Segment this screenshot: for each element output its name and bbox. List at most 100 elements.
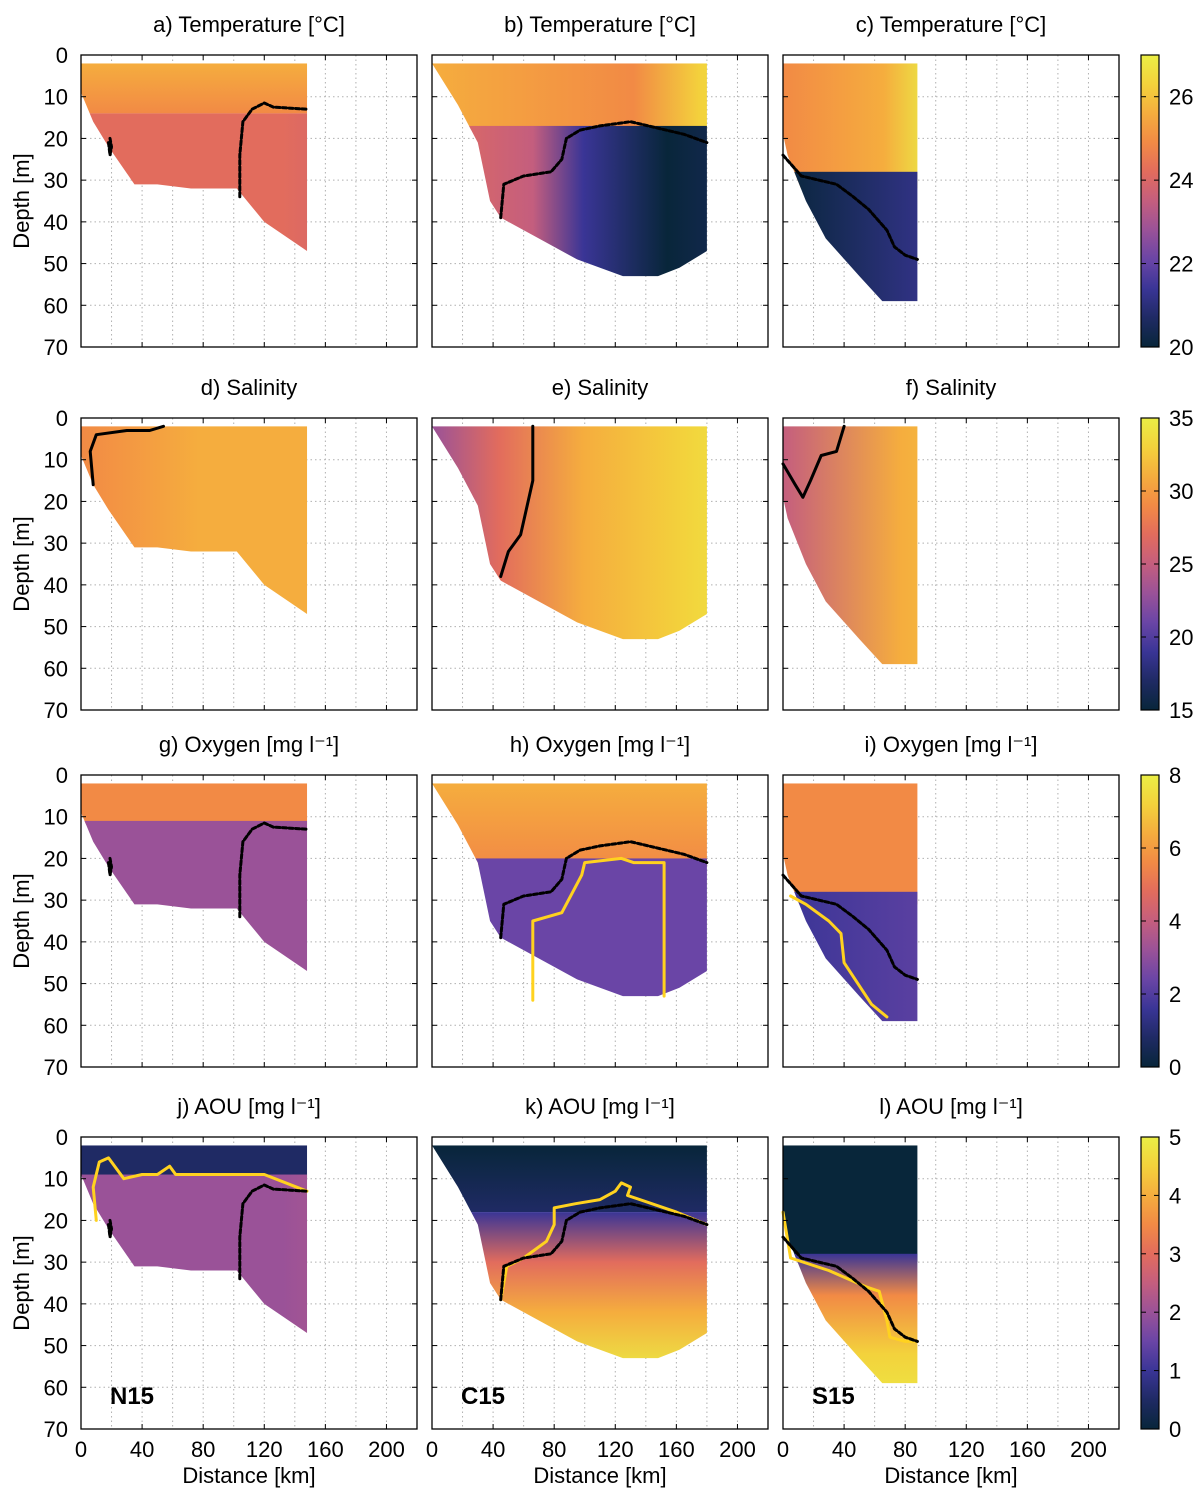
contour-black bbox=[781, 873, 919, 981]
panel-e: e) Salinity bbox=[431, 375, 769, 711]
panel-title: f) Salinity bbox=[906, 375, 996, 400]
depth-tick-label: 60 bbox=[44, 293, 68, 318]
depth-tick-label: 40 bbox=[44, 1292, 68, 1317]
depth-tick-label: 50 bbox=[44, 972, 68, 997]
panel-d: d) Salinity 0 10 20 30 40 50 60 70 Depth [m] bbox=[9, 375, 418, 723]
depth-tick-label: 60 bbox=[44, 656, 68, 681]
panel-title: c) Temperature [°C] bbox=[856, 12, 1047, 37]
depth-tick-label: 10 bbox=[44, 1167, 68, 1192]
field-j bbox=[81, 1145, 308, 1334]
panel-title: e) Salinity bbox=[552, 375, 649, 400]
colorbar-tick-label: 2 bbox=[1169, 1300, 1181, 1325]
field-d bbox=[81, 426, 308, 615]
colorbar-4: 0 1 2 3 4 5 bbox=[1140, 1125, 1181, 1442]
axes-box bbox=[80, 54, 418, 348]
depth-tick-label: 40 bbox=[44, 930, 68, 955]
distance-tick-label: 160 bbox=[1009, 1437, 1046, 1462]
contour-yellow bbox=[91, 1156, 309, 1222]
panel-i: i) Oxygen [mg l⁻¹] bbox=[781, 732, 1120, 1068]
depth-tick-label: 0 bbox=[56, 43, 68, 68]
colorbar-tick-label: 3 bbox=[1169, 1242, 1181, 1267]
panel-j: j) AOU [mg l⁻¹] 0 10 20 30 40 50 60 70 Depth [m] 0… bbox=[9, 1094, 418, 1488]
contour-black bbox=[238, 1183, 309, 1281]
depth-tick-label: 30 bbox=[44, 531, 68, 556]
field-c bbox=[783, 63, 918, 302]
colorbar-tick-label: 1 bbox=[1169, 1359, 1181, 1384]
contour-black bbox=[238, 821, 309, 919]
contour-yellow bbox=[499, 1181, 709, 1302]
distance-tick-label: 40 bbox=[130, 1437, 154, 1462]
depth-axis-label: Depth [m] bbox=[9, 1235, 34, 1330]
contour-black bbox=[238, 101, 309, 199]
depth-tick-label: 60 bbox=[44, 1375, 68, 1400]
axes-box bbox=[431, 774, 769, 1068]
distance-tick-label: 200 bbox=[1070, 1437, 1107, 1462]
depth-tick-label: 70 bbox=[44, 698, 68, 723]
distance-axis-label: Distance [km] bbox=[533, 1463, 666, 1488]
station-label: C15 bbox=[461, 1383, 505, 1410]
depth-tick-label: 20 bbox=[44, 846, 68, 871]
contour-black bbox=[107, 136, 113, 157]
depth-tick-label: 50 bbox=[44, 615, 68, 640]
contour-black bbox=[499, 840, 709, 940]
colorbar-tick-label: 20 bbox=[1169, 335, 1193, 360]
panel-b: b) Temperature [°C] bbox=[431, 12, 769, 348]
distance-tick-label: 160 bbox=[307, 1437, 344, 1462]
depth-tick-label: 70 bbox=[44, 335, 68, 360]
depth-axis-label: Depth [m] bbox=[9, 873, 34, 968]
field-band bbox=[81, 426, 308, 615]
distance-tick-label: 160 bbox=[658, 1437, 695, 1462]
field-band bbox=[81, 63, 308, 114]
field-band bbox=[432, 426, 707, 640]
contour-black bbox=[499, 424, 535, 578]
contour-black bbox=[781, 153, 919, 261]
depth-tick-label: 20 bbox=[44, 489, 68, 514]
panel-f: f) Salinity bbox=[781, 375, 1120, 711]
axes-box bbox=[782, 54, 1120, 348]
colorbar-tick-label: 25 bbox=[1169, 552, 1193, 577]
field-band bbox=[783, 63, 918, 189]
depth-tick-label: 70 bbox=[44, 1417, 68, 1442]
depth-tick-label: 10 bbox=[44, 85, 68, 110]
field-band bbox=[432, 783, 707, 867]
panel-c: c) Temperature [°C] bbox=[781, 12, 1120, 348]
panel-g: g) Oxygen [mg l⁻¹] 0 10 20 30 40 50 60 70 Depth [… bbox=[9, 732, 418, 1080]
panel-title: b) Temperature [°C] bbox=[504, 12, 696, 37]
axes-box bbox=[80, 774, 418, 1068]
colorbar-tick-label: 30 bbox=[1169, 479, 1193, 504]
field-band bbox=[81, 1174, 308, 1334]
field-band bbox=[432, 1212, 707, 1359]
colorbar-fill bbox=[1140, 1136, 1160, 1430]
distance-tick-label: 0 bbox=[426, 1437, 438, 1462]
colorbar-tick-label: 5 bbox=[1169, 1125, 1181, 1150]
colorbar-tick-label: 4 bbox=[1169, 1183, 1181, 1208]
depth-tick-label: 10 bbox=[44, 805, 68, 830]
distance-tick-label: 120 bbox=[246, 1437, 283, 1462]
distance-tick-label: 200 bbox=[368, 1437, 405, 1462]
depth-tick-label: 20 bbox=[44, 1208, 68, 1233]
axes-box bbox=[431, 54, 769, 348]
distance-tick-label: 0 bbox=[777, 1437, 789, 1462]
colorbar-tick-label: 26 bbox=[1169, 85, 1193, 110]
contour-yellow bbox=[781, 1210, 919, 1343]
colorbar-tick-label: 2 bbox=[1169, 982, 1181, 1007]
contour-black bbox=[781, 424, 846, 499]
depth-tick-label: 40 bbox=[44, 573, 68, 598]
depth-tick-label: 70 bbox=[44, 1055, 68, 1080]
field-f bbox=[783, 426, 918, 665]
depth-tick-label: 30 bbox=[44, 168, 68, 193]
distance-tick-label: 40 bbox=[481, 1437, 505, 1462]
distance-tick-label: 80 bbox=[542, 1437, 566, 1462]
depth-tick-label: 50 bbox=[44, 252, 68, 277]
axes-box bbox=[431, 417, 769, 711]
axes-box bbox=[431, 1136, 769, 1430]
field-i bbox=[783, 783, 918, 1022]
depth-tick-label: 60 bbox=[44, 1013, 68, 1038]
field-e bbox=[432, 426, 707, 640]
panel-title: j) AOU [mg l⁻¹] bbox=[176, 1094, 321, 1119]
colorbar-tick-label: 6 bbox=[1169, 836, 1181, 861]
panel-title: g) Oxygen [mg l⁻¹] bbox=[159, 732, 339, 757]
colorbar-3: 0 2 4 6 8 bbox=[1140, 763, 1181, 1080]
colorbar-tick-label: 22 bbox=[1169, 252, 1193, 277]
